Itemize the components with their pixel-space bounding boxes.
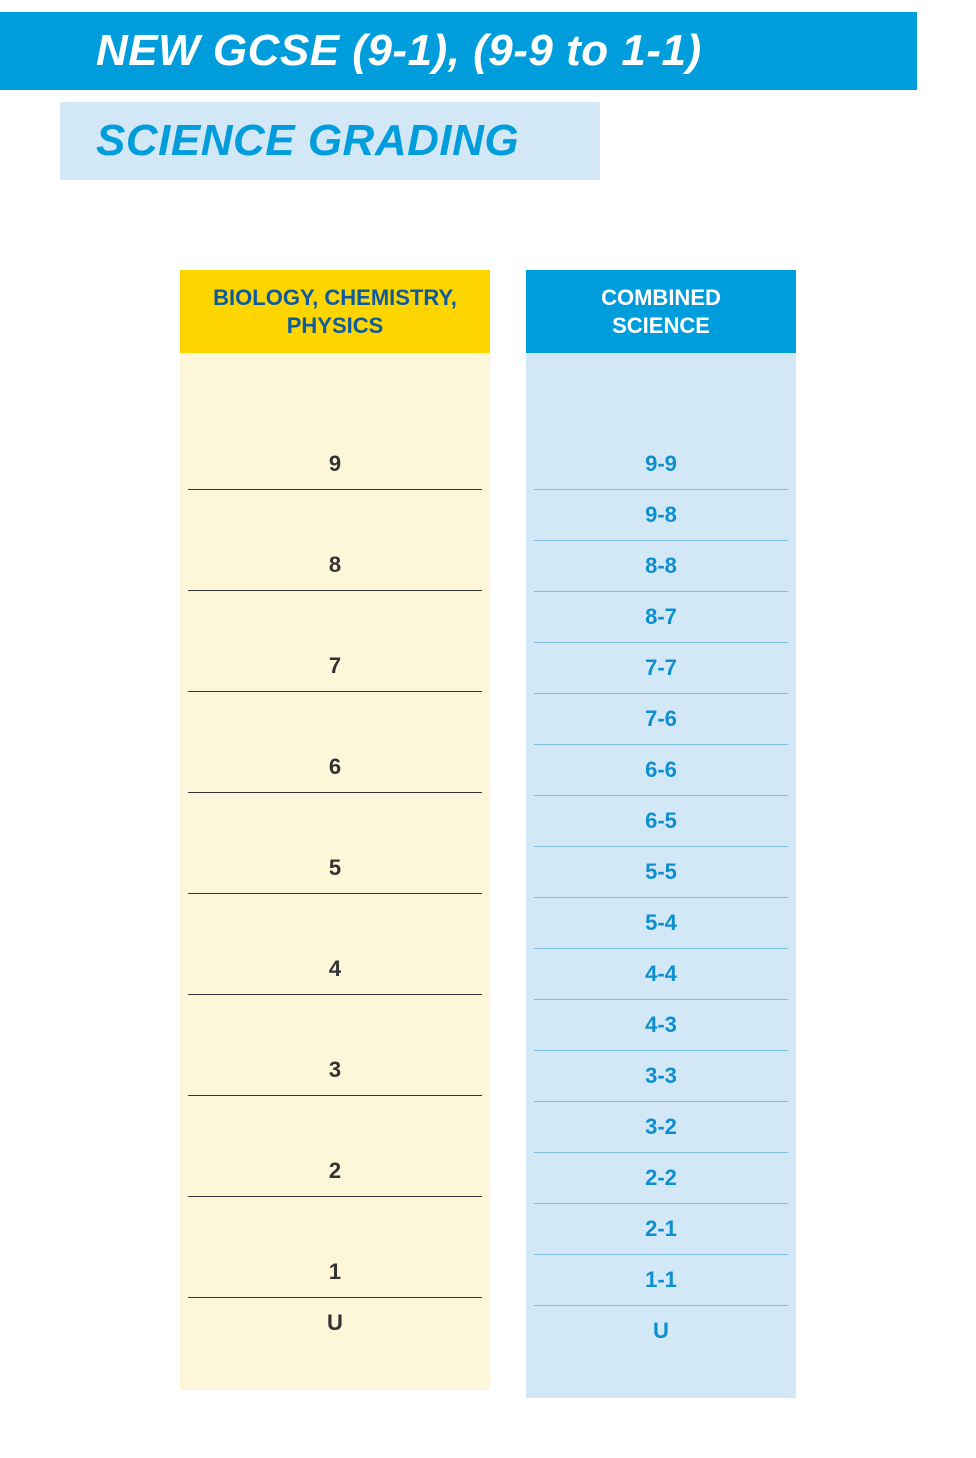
combined-science-header: COMBINED SCIENCE: [526, 270, 796, 353]
grade-cell: 9: [180, 389, 490, 489]
title-banner-primary: NEW GCSE (9-1), (9-9 to 1-1): [0, 12, 917, 90]
spacer: [526, 353, 796, 389]
combined-science-column: COMBINED SCIENCE 9-99-88-88-77-77-66-66-…: [526, 270, 796, 1398]
single-science-body: 987654321U: [180, 353, 490, 1390]
grade-cell: 1: [180, 1197, 490, 1297]
grade-cell: 6: [180, 692, 490, 792]
grade-cell: 4: [180, 894, 490, 994]
grade-cell: 9-9: [526, 389, 796, 489]
grade-cell: 1-1: [526, 1255, 796, 1305]
single-science-column: BIOLOGY, CHEMISTRY, PHYSICS 987654321U: [180, 270, 490, 1398]
grade-cell: 6-5: [526, 796, 796, 846]
single-science-header: BIOLOGY, CHEMISTRY, PHYSICS: [180, 270, 490, 353]
grade-cell: 5: [180, 793, 490, 893]
grade-cell: 3-2: [526, 1102, 796, 1152]
grade-cell: U: [180, 1298, 490, 1348]
grade-cell: 7-7: [526, 643, 796, 693]
grade-cell: 7-6: [526, 694, 796, 744]
grade-cell: 4-4: [526, 949, 796, 999]
grade-cell: 5-4: [526, 898, 796, 948]
spacer: [180, 353, 490, 389]
grade-cell: 2-1: [526, 1204, 796, 1254]
grade-cell: 8-8: [526, 541, 796, 591]
grading-table: BIOLOGY, CHEMISTRY, PHYSICS 987654321U C…: [0, 270, 976, 1458]
grade-cell: 8-7: [526, 592, 796, 642]
grade-cell: 2-2: [526, 1153, 796, 1203]
grade-cell: 3-3: [526, 1051, 796, 1101]
grade-cell: U: [526, 1306, 796, 1356]
grade-cell: 4-3: [526, 1000, 796, 1050]
grade-cell: 5-5: [526, 847, 796, 897]
spacer: [526, 1356, 796, 1398]
grade-cell: 8: [180, 490, 490, 590]
grade-cell: 3: [180, 995, 490, 1095]
grade-cell: 7: [180, 591, 490, 691]
grade-cell: 2: [180, 1096, 490, 1196]
grade-cell: 9-8: [526, 490, 796, 540]
combined-science-body: 9-99-88-88-77-77-66-66-55-55-44-44-33-33…: [526, 353, 796, 1398]
grade-cell: 6-6: [526, 745, 796, 795]
title-banner-secondary: SCIENCE GRADING: [60, 102, 600, 180]
